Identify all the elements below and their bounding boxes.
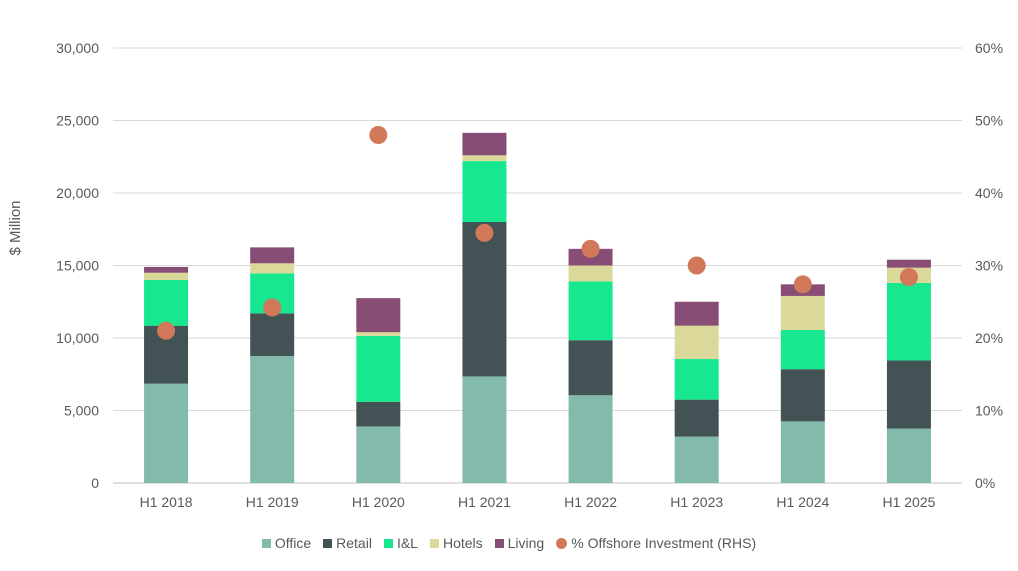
offshore-point	[475, 223, 494, 242]
bar-segment-il	[568, 281, 613, 341]
bar-segment-il	[780, 330, 825, 370]
left-axis-ticks: 0 5,000 10,000 15,000 20,000 25,000 30,000	[56, 40, 99, 491]
offshore-point	[369, 126, 388, 144]
bar-segment-il	[886, 282, 931, 361]
bar-segment-living	[144, 266, 189, 273]
x-tick-label: H1 2019	[246, 494, 299, 510]
y2-tick-label: 40%	[975, 185, 1003, 201]
legend-label: Living	[507, 535, 545, 551]
bar-segment-office	[568, 395, 613, 483]
legend-swatch	[429, 538, 439, 548]
legend-label: Hotels	[442, 535, 483, 551]
bar-segment-hotels	[674, 325, 719, 360]
bar-segment-retail	[356, 401, 401, 427]
gridlines	[113, 47, 962, 484]
y-axis-title: $ Million	[7, 200, 24, 255]
y2-tick-label: 30%	[975, 258, 1003, 274]
bar-segment-office	[356, 426, 401, 483]
offshore-points	[157, 126, 918, 340]
x-tick-label: H1 2021	[458, 494, 511, 510]
offshore-point	[687, 256, 706, 275]
x-axis-ticks: H1 2018 H1 2019 H1 2020 H1 2021 H1 2022 H1 20…	[140, 494, 936, 510]
legend-swatch	[383, 538, 393, 548]
legend-label: Retail	[336, 535, 372, 551]
bar-segment-il	[462, 161, 507, 222]
x-tick-label: H1 2024	[776, 494, 829, 510]
legend-swatch	[494, 538, 504, 548]
right-axis-ticks: 0% 10% 20% 30% 40% 50% 60%	[975, 40, 1003, 491]
x-tick-label: H1 2023	[670, 494, 723, 510]
legend-label: % Offshore Investment (RHS)	[571, 535, 757, 551]
bar-segment-retail	[674, 399, 719, 437]
bar-segment-living	[462, 132, 507, 156]
bar-segment-office	[674, 436, 719, 483]
legend-item: I&L	[383, 535, 418, 551]
y2-tick-label: 60%	[975, 40, 1003, 56]
legend: Office Retail I&L Hotels Living % Offshore In…	[0, 533, 1018, 553]
legend-swatch	[323, 538, 333, 548]
legend-item: Living	[494, 535, 545, 551]
x-tick-label: H1 2020	[352, 494, 405, 510]
bar-segment-hotels	[144, 272, 189, 280]
offshore-point	[157, 321, 176, 340]
bar-segment-hotels	[780, 295, 825, 331]
bar-stacks	[144, 132, 931, 483]
y-tick-label: 5,000	[64, 403, 99, 419]
bar-segment-hotels	[250, 263, 295, 274]
bar-segment-living	[886, 259, 931, 268]
bar-segment-office	[780, 421, 825, 483]
bar-segment-il	[144, 280, 189, 326]
bar-segment-office	[144, 383, 189, 483]
offshore-point	[793, 275, 812, 294]
bar-segment-office	[462, 376, 507, 483]
bar-segment-hotels	[568, 265, 613, 282]
bar-segment-living	[356, 298, 401, 333]
legend-item: % Offshore Investment (RHS)	[556, 535, 756, 551]
bar-segment-retail	[886, 360, 931, 429]
y-tick-label: 20,000	[56, 185, 99, 201]
bar-segment-office	[886, 428, 931, 483]
bar-segment-living	[674, 301, 719, 326]
y2-tick-label: 0%	[975, 475, 995, 491]
x-tick-label: H1 2018	[140, 494, 193, 510]
y2-tick-label: 50%	[975, 113, 1003, 129]
x-tick-label: H1 2025	[882, 494, 935, 510]
bar-segment-retail	[568, 340, 613, 396]
offshore-point	[899, 268, 918, 287]
bar-segment-office	[250, 356, 295, 483]
y-tick-label: 10,000	[56, 330, 99, 346]
legend-label: I&L	[396, 535, 418, 551]
legend-swatch	[261, 538, 271, 548]
legend-item: Hotels	[429, 535, 483, 551]
legend-item: Retail	[323, 535, 372, 551]
y-tick-label: 0	[91, 475, 99, 491]
legend-item: Office	[261, 535, 312, 551]
bar-segment-il	[356, 335, 401, 402]
bar-segment-retail	[462, 222, 507, 377]
y-tick-label: 25,000	[56, 113, 99, 129]
legend-label: Office	[274, 535, 312, 551]
x-tick-label: H1 2022	[564, 494, 617, 510]
y2-tick-label: 10%	[975, 403, 1003, 419]
bar-segment-il	[674, 359, 719, 400]
bar-segment-hotels	[462, 155, 507, 162]
offshore-point	[581, 239, 600, 258]
legend-swatch	[556, 537, 568, 549]
bar-segment-retail	[780, 369, 825, 422]
y-tick-label: 15,000	[56, 258, 99, 274]
offshore-point	[263, 298, 282, 317]
y2-tick-label: 20%	[975, 330, 1003, 346]
y-tick-label: 30,000	[56, 40, 99, 56]
bar-segment-retail	[250, 313, 295, 357]
bar-segment-hotels	[356, 332, 401, 336]
bar-segment-living	[250, 247, 295, 264]
